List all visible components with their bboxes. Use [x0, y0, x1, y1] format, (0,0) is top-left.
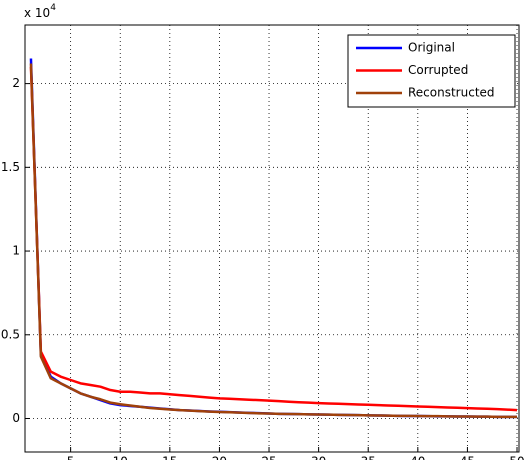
y-multiplier-base: x 10	[24, 6, 50, 20]
x-tick-label: 15	[162, 455, 177, 460]
y-tick-label: 1.5	[1, 160, 20, 174]
y-tick-label: 1	[12, 244, 20, 258]
legend-label: Original	[408, 41, 455, 55]
x-tick-label: 20	[212, 455, 227, 460]
x-tick-label: 50	[509, 455, 524, 460]
legend: Original Corrupted Reconstructed	[347, 34, 516, 108]
legend-label: Reconstructed	[408, 86, 495, 100]
y-multiplier-exponent: 4	[50, 3, 56, 13]
x-tick-label: 30	[311, 455, 326, 460]
x-tick-label: 35	[361, 455, 376, 460]
legend-label: Corrupted	[408, 63, 468, 77]
x-tick-label: 25	[261, 455, 276, 460]
x-tick-label: 10	[113, 455, 128, 460]
y-tick-label: 0	[12, 411, 20, 425]
x-tick-label: 5	[67, 455, 75, 460]
series-line	[29, 63, 518, 419]
y-tick-label: 0.5	[1, 327, 20, 341]
y-tick-label: 2	[12, 76, 20, 90]
y-multiplier: x 104	[24, 3, 56, 20]
x-tick-label: 40	[410, 455, 425, 460]
x-tick-label: 45	[460, 455, 475, 460]
axes-box	[24, 24, 520, 453]
series-line	[29, 66, 518, 412]
